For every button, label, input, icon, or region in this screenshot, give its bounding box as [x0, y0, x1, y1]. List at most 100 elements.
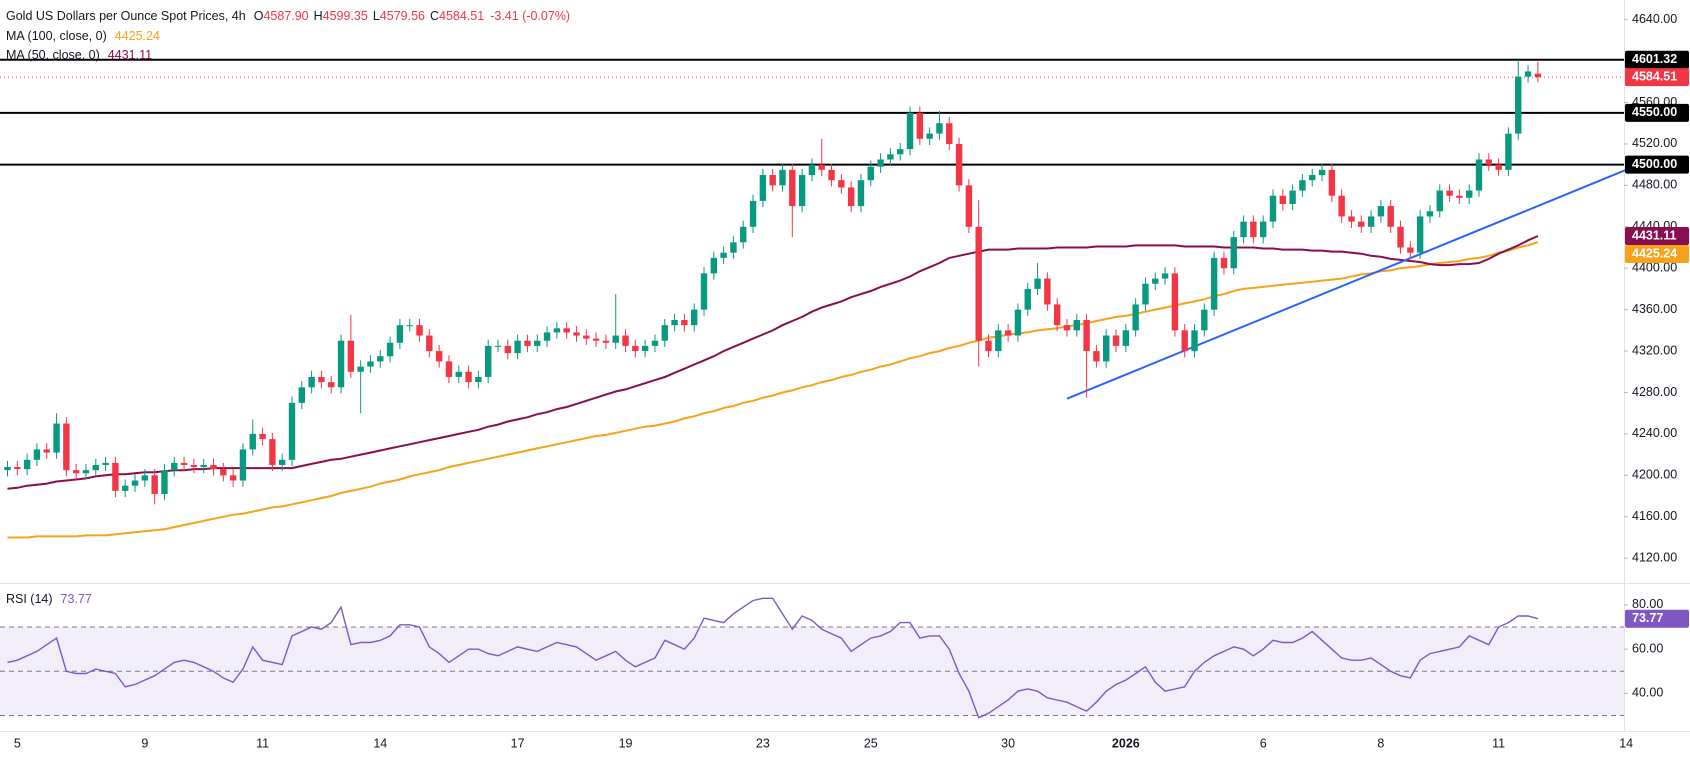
- candle-body: [82, 470, 90, 474]
- candle-body: [1279, 195, 1286, 205]
- candle-body: [1309, 175, 1316, 181]
- candle-body: [828, 169, 835, 181]
- candle-body: [445, 361, 453, 377]
- x-tick-label: 2026: [1112, 736, 1140, 750]
- candle-body: [288, 402, 296, 460]
- candle-body: [455, 371, 462, 377]
- candle-body: [151, 475, 158, 494]
- ma-legend: MA (50, close, 0) 4431.11: [6, 48, 152, 62]
- hline-tag: 4550.00: [1632, 105, 1677, 119]
- candle-body: [180, 462, 188, 465]
- candle-body: [269, 439, 276, 465]
- candle-body: [1534, 73, 1542, 78]
- candle-body: [514, 340, 521, 354]
- candle-body: [975, 226, 982, 341]
- candle-body: [592, 338, 600, 341]
- candle-body: [622, 335, 629, 346]
- candle-body: [1269, 195, 1277, 222]
- candle-body: [131, 480, 139, 486]
- trendline: [1066, 168, 1627, 400]
- x-tick-label: 5: [14, 736, 21, 750]
- x-tick-label: 25: [864, 736, 878, 750]
- candle-body: [730, 242, 737, 253]
- rsi-tag-bg: [1625, 609, 1689, 628]
- x-tick-label: 30: [1001, 736, 1015, 750]
- candle-body: [779, 169, 786, 186]
- rsi-legend: RSI (14) 73.77: [6, 592, 92, 606]
- candle-body: [985, 340, 992, 352]
- candle-body: [1201, 309, 1208, 331]
- candle-body: [347, 340, 355, 372]
- candle-body: [936, 123, 943, 134]
- ohlc-value: 4579.56: [380, 9, 425, 23]
- candle-body: [1387, 206, 1394, 227]
- candle-body: [357, 366, 364, 372]
- candle-body: [1034, 278, 1041, 289]
- candles-layer: [4, 59, 1542, 505]
- ohlc-key: L: [373, 9, 380, 23]
- x-tick-label: 11: [1492, 736, 1505, 750]
- candle-body: [1063, 325, 1071, 331]
- candle-body: [229, 475, 237, 481]
- y-tick-label: 4480.00: [1632, 178, 1677, 192]
- candle-body: [1358, 221, 1365, 227]
- candle-body: [475, 376, 482, 383]
- candle-body: [1122, 330, 1130, 346]
- candle-body: [318, 376, 325, 383]
- candle-body: [465, 371, 472, 383]
- ma-tag-bg: [1625, 244, 1689, 263]
- y-tick-label: 4120.00: [1632, 550, 1677, 564]
- candle-body: [583, 335, 590, 339]
- ma-tag: 4425.24: [1632, 246, 1677, 260]
- candle-body: [435, 351, 443, 362]
- candle-body: [1152, 278, 1159, 284]
- candle-body: [926, 133, 933, 139]
- x-tick-label: 19: [619, 736, 633, 750]
- candle-body: [1397, 226, 1404, 248]
- ohlc-value: 4584.51: [439, 9, 484, 23]
- candle-body: [406, 325, 413, 327]
- ma-legend-name: MA (100, close, 0): [6, 29, 107, 43]
- candle-body: [563, 328, 570, 333]
- candle-body: [1103, 335, 1110, 362]
- chart-legend: Gold US Dollars per Ounce Spot Prices, 4…: [6, 9, 570, 23]
- candle-body: [386, 342, 394, 357]
- candle-body: [1299, 180, 1306, 191]
- candle-body: [92, 464, 99, 471]
- candle-body: [1230, 237, 1237, 269]
- x-tick-label: 9: [141, 736, 148, 750]
- candle-body: [190, 464, 198, 468]
- tags-layer: 4601.32 4550.00 4500.00 4584.51 4431.11 4425.…: [1625, 50, 1689, 628]
- candle-body: [1142, 283, 1149, 305]
- ma-tag: 4431.11: [1632, 228, 1677, 242]
- candle-body: [4, 467, 11, 471]
- header-layer: Gold US Dollars per Ounce Spot Prices, 4…: [6, 9, 570, 606]
- candle-body: [543, 332, 551, 341]
- rsi-band-layer: [0, 626, 1624, 717]
- lines-layer: [0, 58, 1627, 719]
- candle-body: [887, 154, 894, 160]
- candle-body: [1505, 133, 1512, 170]
- candle-body: [1475, 159, 1483, 191]
- candle-body: [328, 382, 335, 388]
- candle-body: [1495, 164, 1502, 170]
- y-tick-label: 4640.00: [1632, 12, 1677, 26]
- candle-body: [337, 340, 345, 388]
- hline-tag: 4601.32: [1632, 52, 1677, 66]
- candle-body: [1456, 195, 1463, 198]
- ohlc-key: H: [314, 9, 323, 23]
- candle-body: [1024, 288, 1031, 310]
- candle-body: [661, 325, 668, 341]
- price-change: -3.41 (-0.07%): [490, 9, 570, 23]
- candle-body: [72, 470, 80, 474]
- x-tick-label: 11: [256, 736, 269, 750]
- candle-body: [857, 180, 865, 207]
- last-price-tag: 4584.51: [1632, 69, 1677, 83]
- candle-body: [1485, 159, 1493, 165]
- y-tick-label: 4160.00: [1632, 509, 1677, 523]
- candle-body: [1161, 273, 1169, 279]
- hline-tag-bg: [1625, 50, 1689, 69]
- y-tick-label: 4200.00: [1632, 468, 1677, 482]
- candle-body: [740, 226, 747, 243]
